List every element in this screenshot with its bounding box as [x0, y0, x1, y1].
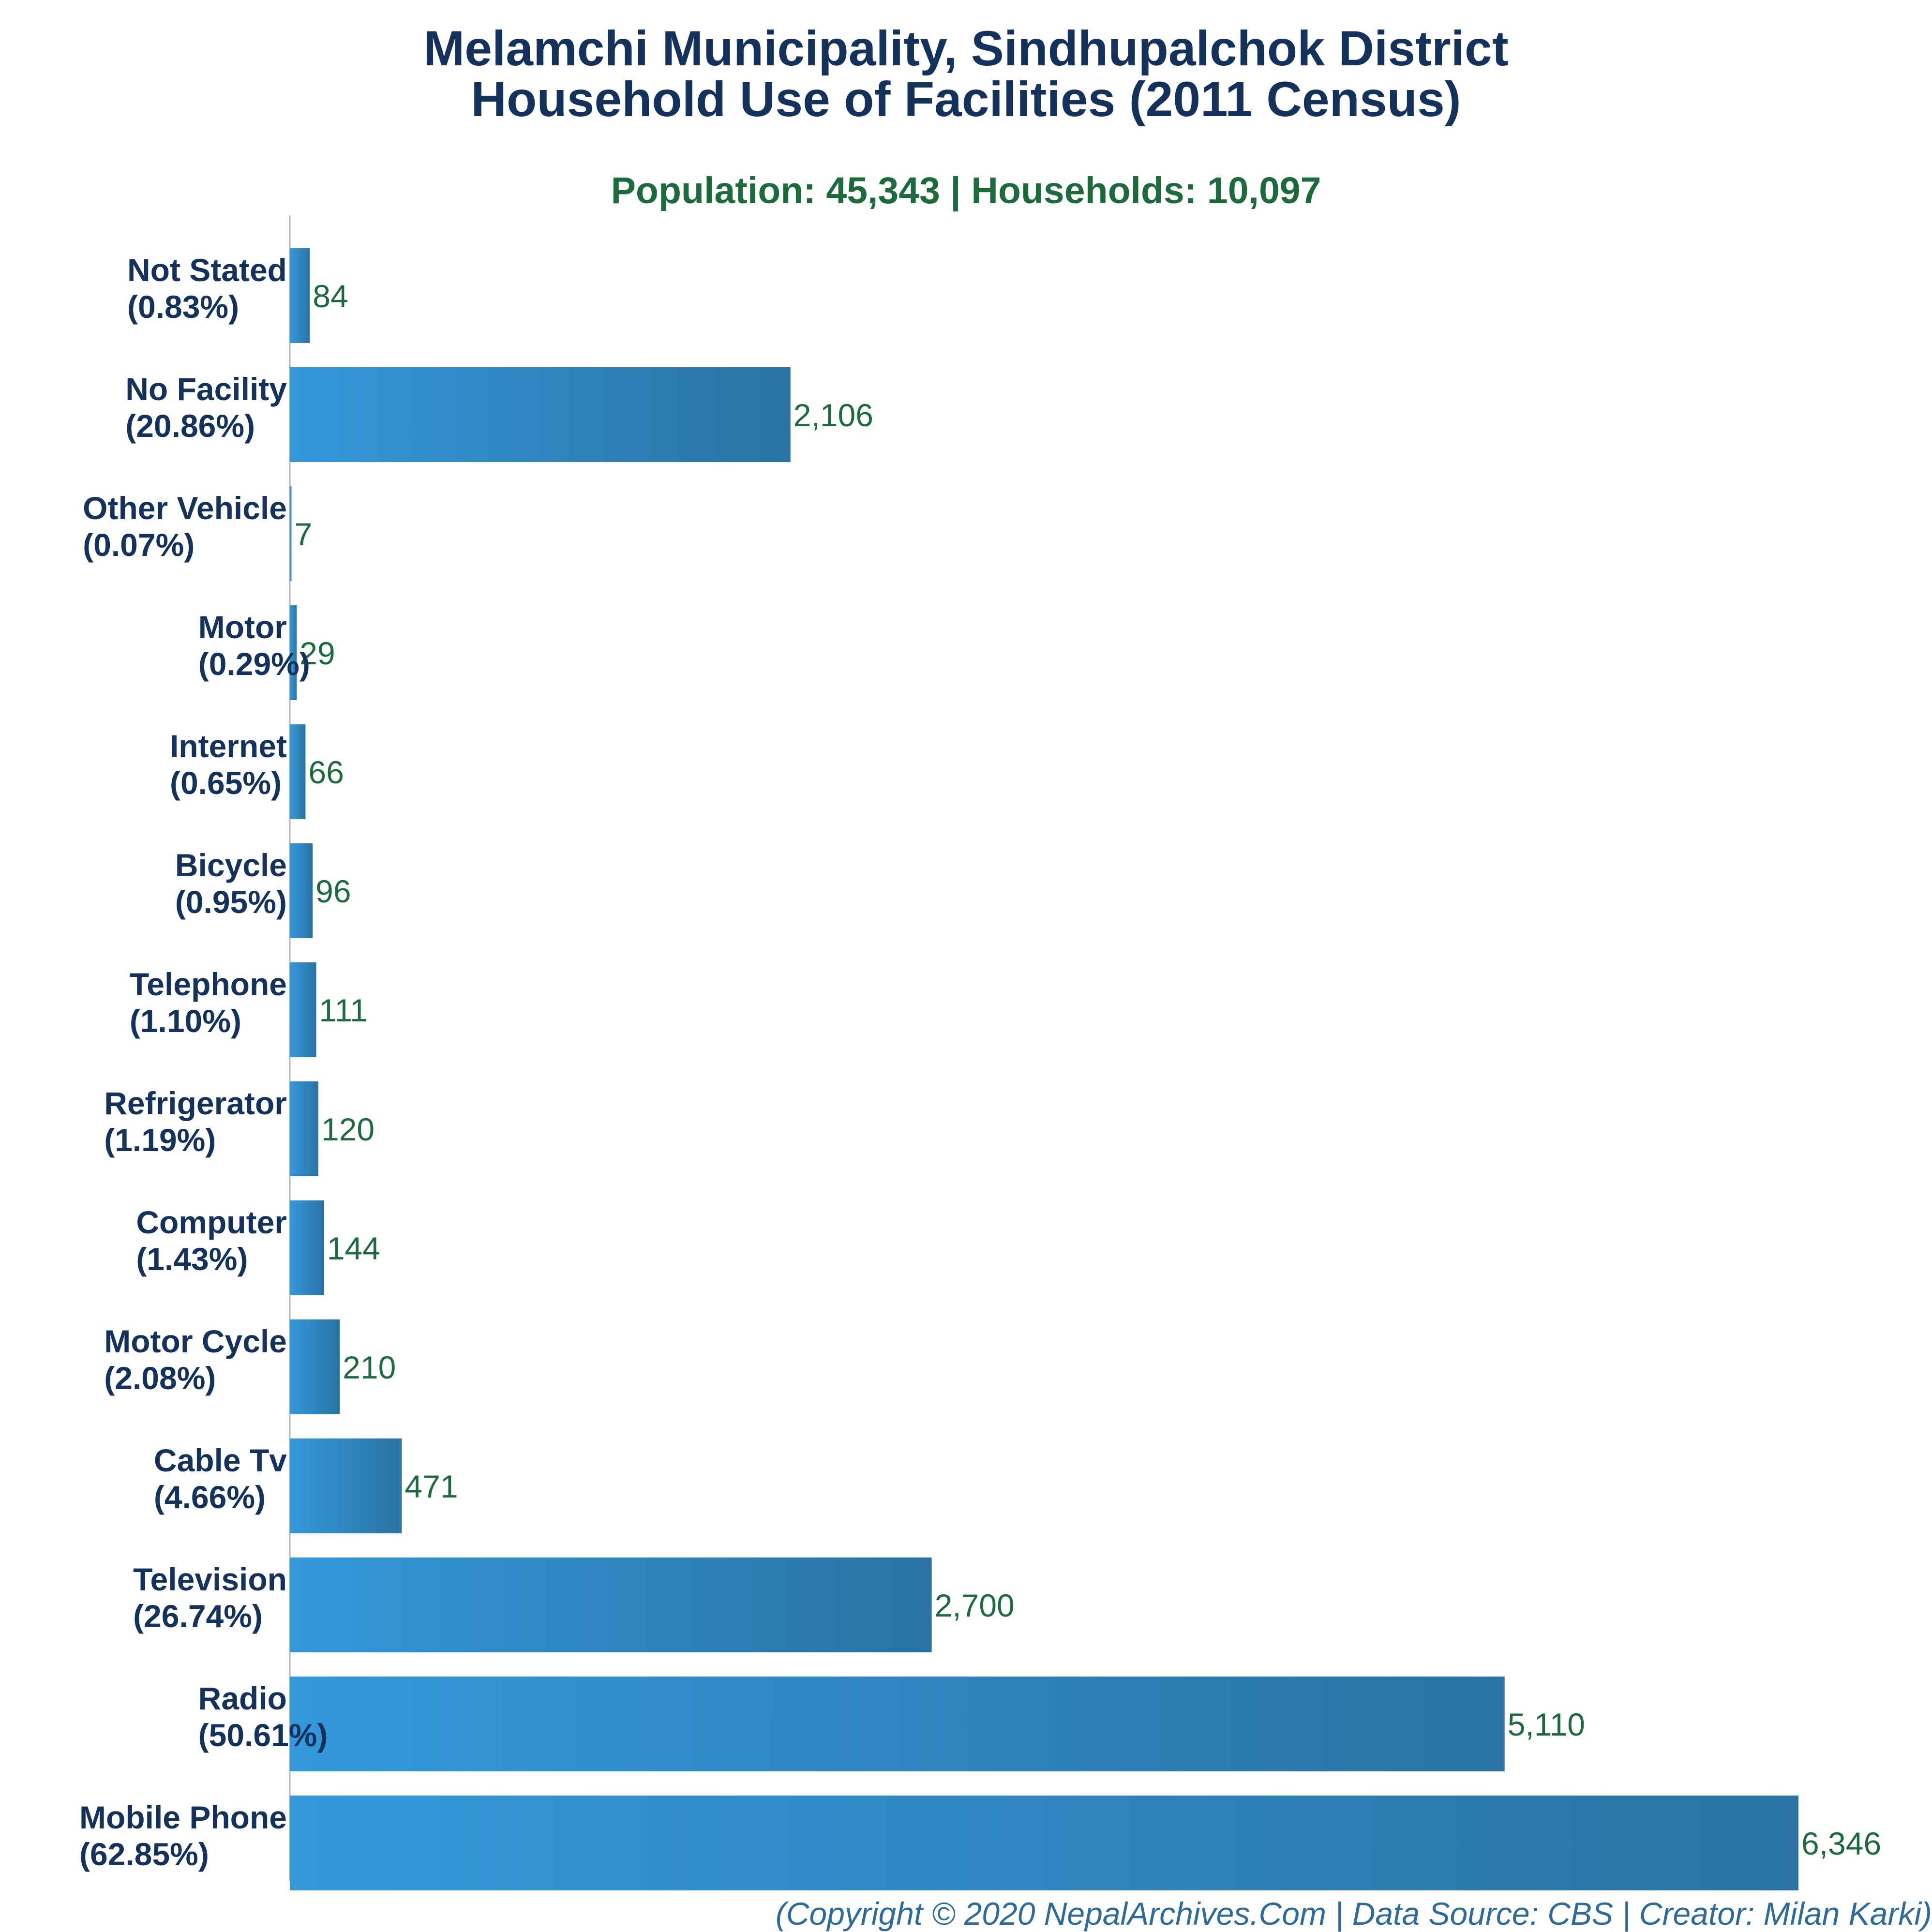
- bar-television: [290, 1558, 932, 1652]
- bar-cable-tv: [290, 1438, 402, 1533]
- value-label-internet: 66: [308, 754, 344, 790]
- value-label-mobile-phone: 6,346: [1801, 1826, 1881, 1861]
- category-label-not-stated: Not Stated: [127, 252, 287, 288]
- category-label-motor-cycle: Motor Cycle: [104, 1323, 287, 1359]
- chart-title-line-1: Melamchi Municipality, Sindhupalchok Dis…: [423, 21, 1509, 76]
- bar-telephone: [290, 962, 316, 1057]
- category-label-other-vehicle: Other Vehicle: [83, 490, 287, 526]
- category-percent-refrigerator: (1.19%): [104, 1122, 216, 1158]
- bar-other-vehicle: [290, 486, 292, 581]
- value-label-refrigerator: 120: [321, 1111, 374, 1147]
- value-label-no-facility: 2,106: [794, 397, 873, 433]
- category-label-no-facility: No Facility: [125, 371, 287, 407]
- category-percent-mobile-phone: (62.85%): [79, 1836, 209, 1872]
- category-label-mobile-phone: Mobile Phone: [79, 1799, 287, 1835]
- value-label-motor: 29: [300, 635, 335, 671]
- value-label-television: 2,700: [935, 1588, 1015, 1623]
- category-percent-no-facility: (20.86%): [125, 408, 255, 444]
- category-percent-telephone: (1.10%): [130, 1003, 241, 1039]
- category-label-refrigerator: Refrigerator: [104, 1085, 287, 1121]
- value-label-bicycle: 96: [315, 873, 351, 909]
- category-percent-other-vehicle: (0.07%): [83, 527, 195, 563]
- category-label-telephone: Telephone: [130, 966, 287, 1002]
- bar-refrigerator: [290, 1081, 318, 1176]
- value-label-telephone: 111: [319, 992, 368, 1028]
- category-label-motor: Motor: [198, 609, 287, 645]
- category-percent-television: (26.74%): [133, 1598, 263, 1634]
- category-percent-radio: (50.61%): [198, 1717, 328, 1753]
- category-label-radio: Radio: [198, 1680, 287, 1716]
- category-percent-bicycle: (0.95%): [175, 884, 287, 920]
- category-label-cable-tv: Cable Tv: [154, 1442, 287, 1478]
- category-percent-motor-cycle: (2.08%): [104, 1360, 216, 1396]
- category-label-television: Television: [133, 1561, 287, 1597]
- bar-motor: [290, 605, 297, 700]
- bar-motor-cycle: [290, 1319, 340, 1414]
- category-label-bicycle: Bicycle: [175, 847, 287, 883]
- chart-subtitle: Population: 45,343 | Households: 10,097: [611, 170, 1321, 211]
- bar-bicycle: [290, 843, 313, 938]
- category-percent-internet: (0.65%): [170, 765, 282, 801]
- bar-radio: [290, 1677, 1505, 1771]
- category-percent-computer: (1.43%): [136, 1241, 248, 1277]
- bar-mobile-phone: [290, 1796, 1798, 1890]
- value-label-cable-tv: 471: [404, 1468, 458, 1504]
- bar-computer: [290, 1200, 324, 1295]
- bar-internet: [290, 724, 306, 819]
- category-label-computer: Computer: [136, 1204, 287, 1240]
- value-label-computer: 144: [327, 1230, 380, 1266]
- value-label-motor-cycle: 210: [343, 1349, 396, 1385]
- chart-title-line-2: Household Use of Facilities (2011 Census…: [471, 72, 1461, 127]
- category-label-internet: Internet: [170, 728, 287, 764]
- value-label-other-vehicle: 7: [294, 516, 312, 552]
- value-label-not-stated: 84: [313, 278, 348, 314]
- category-percent-cable-tv: (4.66%): [154, 1479, 266, 1515]
- bar-not-stated: [290, 248, 310, 343]
- chart-footer: (Copyright © 2020 NepalArchives.Com | Da…: [775, 1896, 1932, 1932]
- category-percent-motor: (0.29%): [198, 646, 310, 682]
- value-label-radio: 5,110: [1508, 1707, 1585, 1742]
- bar-no-facility: [290, 367, 791, 462]
- category-percent-not-stated: (0.83%): [127, 289, 239, 325]
